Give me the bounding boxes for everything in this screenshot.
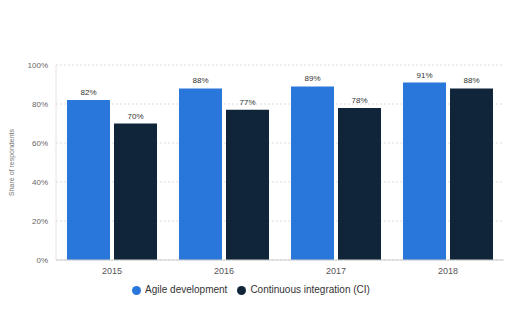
svg-text:0%: 0%	[36, 256, 48, 265]
svg-text:2018: 2018	[438, 266, 458, 276]
svg-text:70%: 70%	[127, 112, 143, 121]
svg-text:82%: 82%	[80, 88, 96, 97]
svg-text:2017: 2017	[326, 266, 346, 276]
svg-text:91%: 91%	[416, 71, 432, 80]
svg-text:80%: 80%	[32, 100, 48, 109]
svg-text:89%: 89%	[304, 74, 320, 83]
html-text:Continuous integration (CI): Continuous integration (CI)	[250, 284, 370, 295]
svg-text:88%: 88%	[192, 76, 208, 85]
svg-text:20%: 20%	[32, 217, 48, 226]
svg-text:77%: 77%	[239, 98, 255, 107]
svg-text:60%: 60%	[32, 139, 48, 148]
svg-text:Share of respondents: Share of respondents	[8, 129, 16, 196]
svg-text:78%: 78%	[351, 96, 367, 105]
svg-text:2015: 2015	[102, 266, 122, 276]
svg-text:88%: 88%	[463, 76, 479, 85]
html-text:Agile development: Agile development	[145, 284, 228, 295]
svg-text:2016: 2016	[214, 266, 234, 276]
svg-text:100%: 100%	[28, 61, 48, 70]
svg-text:40%: 40%	[32, 178, 48, 187]
